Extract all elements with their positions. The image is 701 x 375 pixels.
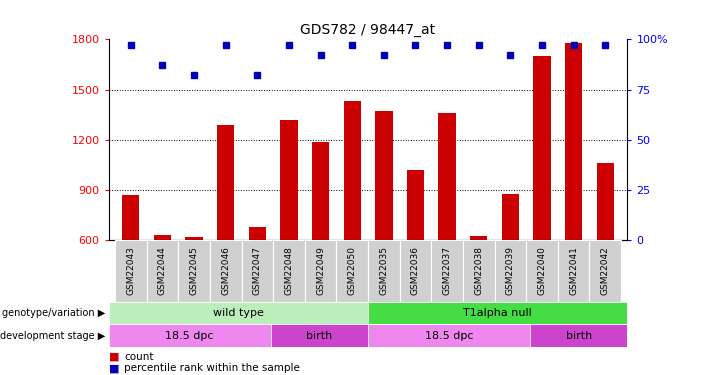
Text: wild type: wild type	[213, 308, 264, 318]
Bar	[109, 324, 271, 347]
Bar	[597, 163, 614, 240]
Bar	[305, 240, 336, 302]
Bar	[530, 324, 627, 347]
Bar	[336, 240, 368, 302]
Text: GSM22044: GSM22044	[158, 247, 167, 296]
Text: GSM22048: GSM22048	[285, 246, 294, 296]
Text: ■: ■	[109, 352, 119, 362]
Bar	[178, 240, 210, 302]
Text: GSM22045: GSM22045	[189, 246, 198, 296]
Text: GSM22036: GSM22036	[411, 246, 420, 296]
Bar	[271, 324, 368, 347]
Bar	[185, 237, 203, 240]
Text: ■: ■	[109, 363, 119, 373]
Bar	[438, 113, 456, 240]
Bar	[590, 240, 621, 302]
Bar	[343, 101, 361, 240]
Bar	[463, 240, 494, 302]
Bar	[502, 194, 519, 240]
Text: 18.5 dpc: 18.5 dpc	[425, 331, 473, 340]
Bar	[280, 120, 298, 240]
Text: GSM22038: GSM22038	[475, 246, 483, 296]
Bar	[368, 302, 627, 324]
Bar	[565, 43, 583, 240]
Bar	[368, 324, 530, 347]
Text: GSM22042: GSM22042	[601, 247, 610, 296]
Bar	[147, 240, 178, 302]
Text: development stage ▶: development stage ▶	[0, 331, 105, 340]
Bar	[210, 240, 242, 302]
Text: GSM22046: GSM22046	[222, 246, 230, 296]
Bar	[368, 240, 400, 302]
Text: GSM22050: GSM22050	[348, 246, 357, 296]
Bar	[154, 236, 171, 240]
Text: 18.5 dpc: 18.5 dpc	[165, 331, 214, 340]
Text: GSM22041: GSM22041	[569, 246, 578, 296]
Bar	[494, 240, 526, 302]
Text: GSM22047: GSM22047	[253, 246, 261, 296]
Bar	[400, 240, 431, 302]
Text: birth: birth	[566, 331, 592, 340]
Bar	[526, 240, 558, 302]
Bar	[312, 142, 329, 240]
Text: birth: birth	[306, 331, 332, 340]
Bar	[115, 240, 147, 302]
Text: GSM22040: GSM22040	[538, 246, 547, 296]
Text: GSM22049: GSM22049	[316, 246, 325, 296]
Text: GSM22039: GSM22039	[506, 246, 515, 296]
Text: GSM22037: GSM22037	[442, 246, 451, 296]
Bar	[217, 124, 234, 240]
Bar	[109, 302, 368, 324]
Bar	[273, 240, 305, 302]
Text: GSM22035: GSM22035	[379, 246, 388, 296]
Bar	[242, 240, 273, 302]
Text: T1alpha null: T1alpha null	[463, 308, 532, 318]
Title: GDS782 / 98447_at: GDS782 / 98447_at	[301, 23, 435, 37]
Bar	[431, 240, 463, 302]
Bar	[558, 240, 590, 302]
Bar	[407, 170, 424, 240]
Bar	[249, 226, 266, 240]
Text: genotype/variation ▶: genotype/variation ▶	[2, 308, 105, 318]
Bar	[122, 195, 139, 240]
Text: count: count	[124, 352, 154, 362]
Text: GSM22043: GSM22043	[126, 246, 135, 296]
Bar	[470, 236, 487, 240]
Text: percentile rank within the sample: percentile rank within the sample	[124, 363, 300, 373]
Bar	[533, 56, 551, 240]
Bar	[375, 111, 393, 240]
